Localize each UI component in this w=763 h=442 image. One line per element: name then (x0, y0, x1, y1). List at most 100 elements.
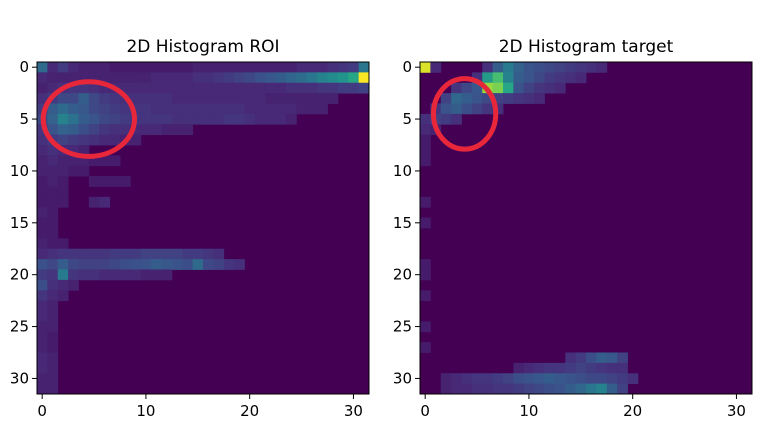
heatmap-cell (120, 62, 131, 73)
heatmap-cell (492, 62, 504, 73)
heatmap-cell (586, 62, 597, 73)
heatmap-cell (213, 93, 225, 104)
heatmap-cell (151, 93, 162, 104)
y-tick-label: 0 (19, 58, 29, 76)
heatmap-cell (265, 113, 277, 125)
heatmap-cell (223, 72, 235, 84)
heatmap-cell (596, 352, 608, 364)
heatmap-cell (99, 248, 111, 260)
heatmap-cell (503, 383, 514, 395)
heatmap-cell (471, 103, 483, 115)
heatmap-cell (57, 186, 69, 198)
highlight-ellipse (430, 76, 499, 152)
heatmap-cell (37, 238, 48, 250)
heatmap-cell (586, 373, 597, 385)
heatmap-cell (482, 383, 494, 395)
heatmap-cell (440, 383, 452, 395)
heatmap-cell (47, 321, 59, 333)
heatmap-cell (296, 82, 308, 94)
heatmap-cell (275, 82, 287, 94)
heatmap-cell (88, 103, 100, 115)
heatmap-cell (47, 217, 59, 229)
heatmap-cell (358, 82, 370, 94)
heatmap-cell (223, 113, 235, 125)
heatmap-cell (575, 352, 587, 364)
heatmap-cell (109, 134, 121, 146)
heatmap-cell (161, 72, 173, 84)
heatmap-cell (471, 82, 483, 94)
heatmap-cell (544, 82, 556, 94)
heatmap-cell (244, 103, 256, 115)
heatmap-cell (254, 93, 266, 104)
heatmap-cell (327, 62, 339, 73)
heatmap-cell (213, 103, 225, 115)
heatmap-cell (617, 362, 628, 374)
heatmap-cell (37, 145, 48, 156)
heatmap-cell (37, 352, 48, 364)
heatmap-cell (47, 207, 59, 219)
y-tick-label: 15 (10, 214, 29, 232)
heatmap-cell (213, 72, 225, 84)
heatmap-cell (513, 373, 525, 385)
heatmap-cell (57, 269, 69, 281)
heatmap-cell (327, 93, 339, 104)
heatmap-cell (544, 62, 556, 73)
heatmap-cell (492, 93, 504, 104)
heatmap-cell (182, 93, 194, 104)
heatmap-cell (534, 373, 545, 385)
heatmap-cell (182, 259, 194, 270)
heatmap-cell (182, 113, 194, 125)
heatmap-cell (47, 269, 59, 281)
heatmap-cell (254, 103, 266, 115)
heatmap-cell (120, 82, 131, 94)
heatmap-cell (182, 82, 194, 94)
heatmap-cell (182, 62, 194, 73)
heatmap-cell (523, 82, 535, 94)
heatmap-cell (57, 196, 69, 208)
heatmap-cell (317, 62, 328, 73)
heatmap-cell (420, 113, 431, 125)
heatmap-cell (57, 176, 69, 187)
heatmap-cell (223, 103, 235, 115)
heatmap-cell (203, 103, 214, 115)
heatmap-cell (68, 269, 79, 281)
heatmap-cell (151, 62, 162, 73)
heatmap-cell (37, 72, 48, 84)
heatmap-background (420, 62, 752, 394)
heatmap-cell (57, 72, 69, 84)
heatmap-cell (47, 155, 59, 167)
heatmap-cell (513, 93, 525, 104)
heatmap-cell (471, 373, 483, 385)
heatmap-cell (265, 93, 277, 104)
heatmap-cell (513, 82, 525, 94)
heatmap-cell (337, 82, 349, 94)
heatmap-cell (513, 383, 525, 395)
heatmap-cell (57, 113, 69, 125)
heatmap-cell (161, 82, 173, 94)
heatmap-cell (140, 93, 152, 104)
heatmap-cell (37, 383, 48, 395)
heatmap-cell (130, 72, 142, 84)
heatmap-cell (99, 82, 111, 94)
heatmap-cell (544, 373, 556, 385)
heatmap-cell (47, 82, 59, 94)
heatmap-cell (596, 62, 608, 73)
heatmap-cell (606, 352, 618, 364)
heatmap-cell (140, 72, 152, 84)
heatmap-cell (234, 259, 245, 270)
heatmap-cell (47, 176, 59, 187)
heatmap-cell (223, 259, 235, 270)
heatmap-cell (78, 269, 90, 281)
heatmap-cell (99, 103, 111, 115)
heatmap-cell (586, 352, 597, 364)
heatmap-cell (47, 145, 59, 156)
heatmap-cell (192, 82, 204, 94)
heatmap-cell (68, 279, 79, 291)
heatmap-cell (57, 134, 69, 146)
heatmap-cell (348, 82, 360, 94)
heatmap-cell (37, 155, 48, 167)
heatmap-cell (161, 248, 173, 260)
heatmap-cell (47, 352, 59, 364)
heatmap-cell (523, 93, 535, 104)
heatmap-cell (47, 342, 59, 353)
